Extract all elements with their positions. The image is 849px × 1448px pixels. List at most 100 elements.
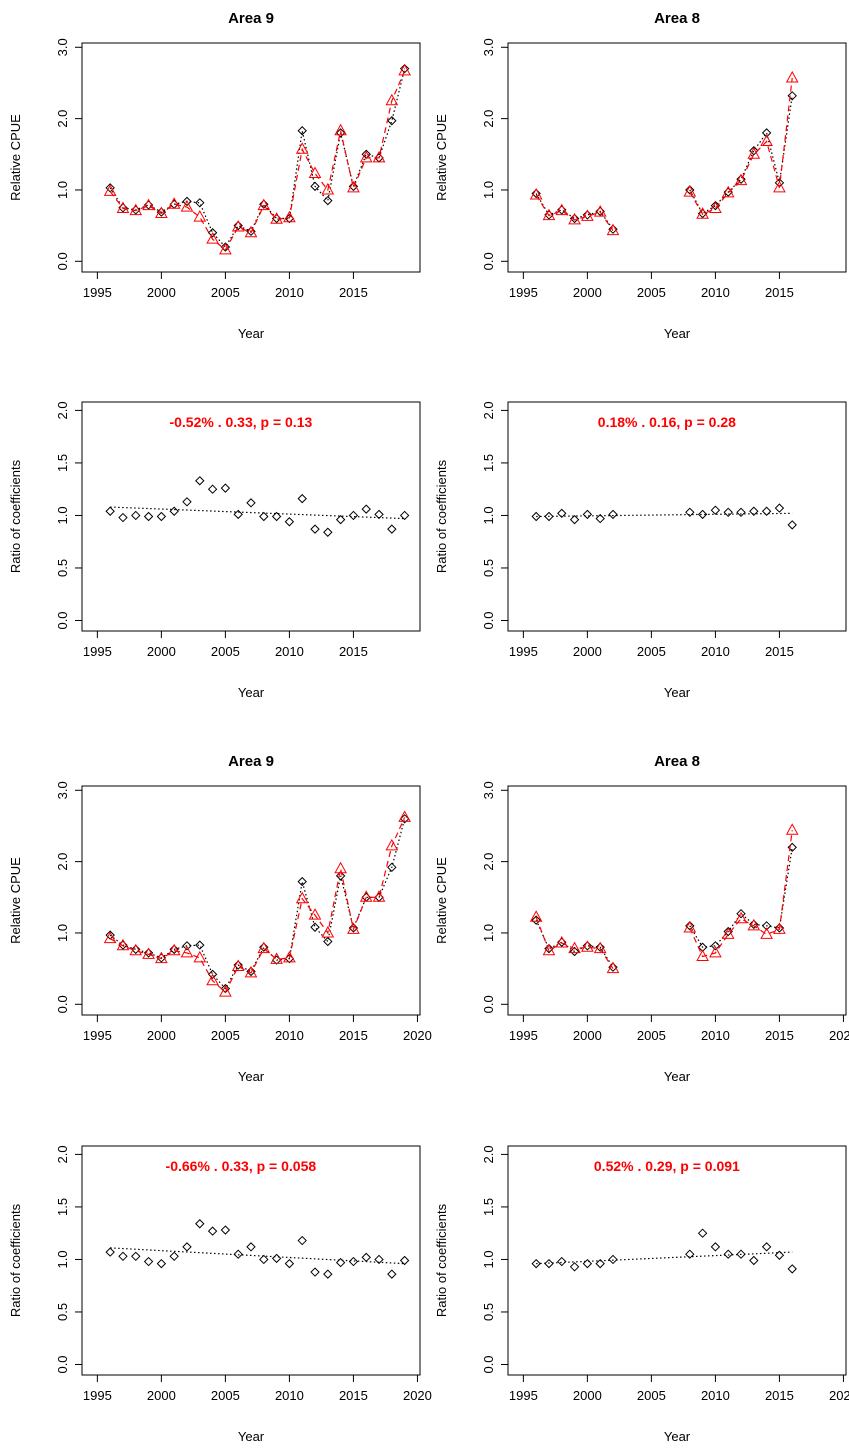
- x-tick-label: 2005: [637, 1028, 666, 1043]
- plot-box: [81, 1145, 421, 1376]
- annotation: 0.52% . 0.29, p = 0.091: [594, 1158, 740, 1174]
- triangle-marker: [244, 965, 258, 978]
- x-tick-label: 2015: [339, 285, 368, 300]
- diamond-marker: [297, 126, 307, 136]
- diamond-marker: [761, 1242, 772, 1252]
- diamond-marker: [787, 91, 797, 101]
- diamond-marker: [399, 510, 410, 521]
- diamond-marker: [310, 181, 320, 192]
- diamond-marker: [348, 181, 359, 192]
- triangle-marker: [142, 198, 155, 211]
- y-tick-label: 1.5: [481, 1198, 496, 1216]
- triangle-marker: [206, 232, 219, 244]
- triangle-marker: [529, 187, 543, 200]
- diamond-marker: [399, 63, 410, 74]
- diamond-marker: [220, 483, 231, 493]
- diamond-marker: [207, 484, 218, 494]
- triangle-marker: [568, 212, 581, 225]
- diamond-marker: [685, 1249, 695, 1259]
- diamond-marker: [387, 116, 397, 126]
- x-axis-label: Year: [238, 326, 265, 341]
- diamond-marker: [335, 128, 346, 138]
- triangle-marker: [398, 810, 411, 822]
- diamond-marker: [582, 509, 593, 520]
- triangle-marker: [359, 150, 373, 163]
- diamond-marker: [531, 915, 541, 925]
- x-tick-label: 2005: [637, 1388, 666, 1403]
- diamond-marker: [595, 942, 605, 952]
- triangle-marker: [606, 223, 620, 236]
- plot-box: [81, 785, 421, 1016]
- triangle-marker: [155, 206, 168, 219]
- triangle-marker: [116, 938, 130, 951]
- y-tick-label: 3.0: [481, 38, 496, 56]
- x-axis-label: Year: [238, 1069, 265, 1084]
- triangle-marker: [347, 180, 360, 193]
- y-tick-label: 0.0: [55, 252, 70, 270]
- annotation: 0.18% . 0.16, p = 0.28: [598, 414, 736, 430]
- diamond-marker: [557, 1256, 567, 1267]
- trend-line: [536, 1251, 793, 1265]
- triangle-marker: [257, 198, 271, 211]
- x-tick-label: 2000: [573, 644, 602, 659]
- triangle-marker: [529, 910, 543, 922]
- panel: Area 8 1995 2000 2005 2010 2015 2020 Year 0.0 1.0…: [434, 753, 849, 1084]
- triangle-marker: [785, 70, 799, 83]
- triangle-marker: [372, 890, 386, 902]
- diamond-marker: [544, 511, 554, 522]
- diamond-marker: [335, 871, 346, 881]
- triangle-marker: [606, 961, 620, 974]
- x-tick-label: 2000: [147, 1388, 176, 1403]
- diamond-marker: [182, 941, 192, 951]
- plot-box: [507, 401, 847, 632]
- triangle-marker: [593, 205, 607, 217]
- diamond-marker: [749, 1255, 759, 1266]
- x-tick-label: 2005: [637, 644, 666, 659]
- y-axis-label: Relative CPUE: [8, 857, 23, 944]
- x-tick-label: 1995: [509, 644, 538, 659]
- x-tick-label: 2010: [701, 285, 730, 300]
- x-tick-label: 2020: [829, 1028, 849, 1043]
- y-axis-label: Ratio of coefficients: [434, 1203, 449, 1317]
- diamond-marker: [297, 1235, 307, 1246]
- y-tick-label: 0.0: [55, 1355, 70, 1373]
- triangle-marker: [155, 951, 168, 964]
- x-tick-label: 1995: [509, 1028, 538, 1043]
- triangle-marker: [760, 927, 773, 939]
- diamond-marker: [335, 514, 346, 525]
- triangle-marker: [581, 940, 594, 952]
- x-tick-label: 2010: [701, 1388, 730, 1403]
- diamond-marker: [531, 511, 541, 522]
- triangle-marker: [593, 941, 607, 954]
- triangle-marker: [683, 185, 697, 197]
- diamond-marker: [195, 476, 205, 486]
- triangle-marker: [747, 147, 761, 159]
- x-axis-label: Year: [664, 1429, 691, 1444]
- triangle-marker: [542, 943, 556, 956]
- y-tick-label: 0.5: [481, 1303, 496, 1321]
- diamond-marker: [246, 498, 256, 508]
- triangle-marker: [734, 173, 748, 186]
- triangle-marker: [696, 207, 709, 219]
- diamond-marker: [182, 497, 192, 507]
- diamond-marker: [143, 511, 154, 522]
- y-tick-label: 2.0: [55, 110, 70, 128]
- panel: Area 8 1995 2000 2005 2010 2015 Year 0.0 1.0 2.0 3…: [434, 10, 847, 341]
- plot-box: [507, 785, 847, 1016]
- y-tick-label: 3.0: [55, 38, 70, 56]
- diamond-marker: [387, 1269, 397, 1279]
- triangle-marker: [568, 941, 581, 954]
- triangle-marker: [581, 209, 594, 221]
- x-tick-label: 2020: [403, 1388, 432, 1403]
- diamond-marker: [697, 509, 708, 520]
- triangle-marker: [321, 182, 335, 195]
- panel: Area 9 1995 2000 2005 2010 2015 2020 Year 0.0 1.0…: [8, 753, 432, 1084]
- diamond-marker: [761, 128, 772, 138]
- diamond-marker: [310, 524, 320, 534]
- diamond-marker: [131, 510, 141, 521]
- diamond-marker: [233, 509, 243, 520]
- diamond-marker: [118, 1251, 128, 1262]
- diamond-marker: [156, 1258, 167, 1269]
- trend-line: [110, 1247, 405, 1265]
- diamond-marker: [557, 508, 567, 519]
